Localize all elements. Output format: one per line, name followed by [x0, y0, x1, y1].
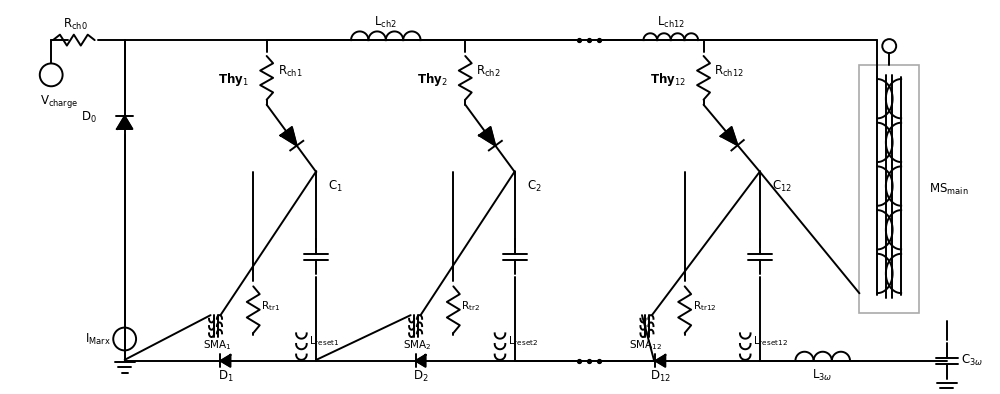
Text: D$_2$: D$_2$	[413, 369, 428, 384]
Text: SMA$_1$: SMA$_1$	[203, 338, 231, 352]
Text: R$_{\mathregular{ch12}}$: R$_{\mathregular{ch12}}$	[714, 64, 744, 79]
Text: L$_{3\omega}$: L$_{3\omega}$	[812, 368, 833, 383]
Bar	[859, 65, 919, 313]
Text: R$_{\mathregular{ch1}}$: R$_{\mathregular{ch1}}$	[278, 64, 302, 79]
Text: C$_{3\omega}$: C$_{3\omega}$	[961, 353, 983, 368]
Text: L$_{\mathregular{ch12}}$: L$_{\mathregular{ch12}}$	[657, 15, 685, 30]
Text: Thy$_{12}$: Thy$_{12}$	[650, 71, 686, 88]
Text: D$_0$: D$_0$	[81, 110, 97, 125]
Text: C$_{12}$: C$_{12}$	[772, 179, 792, 194]
Polygon shape	[655, 355, 665, 367]
Text: L$_{\mathregular{ch2}}$: L$_{\mathregular{ch2}}$	[374, 15, 397, 30]
Text: L$_{\mathregular{reset2}}$: L$_{\mathregular{reset2}}$	[508, 334, 538, 348]
Text: C$_1$: C$_1$	[328, 179, 343, 194]
Text: MS$_{\mathregular{main}}$: MS$_{\mathregular{main}}$	[929, 182, 969, 197]
Polygon shape	[416, 355, 426, 367]
Text: R$_{\mathregular{ch0}}$: R$_{\mathregular{ch0}}$	[63, 17, 87, 32]
Text: SMA$_2$: SMA$_2$	[403, 338, 431, 352]
Text: L$_{\mathregular{reset12}}$: L$_{\mathregular{reset12}}$	[753, 334, 788, 348]
Polygon shape	[220, 355, 230, 367]
Text: R$_{\mathregular{tr2}}$: R$_{\mathregular{tr2}}$	[461, 300, 480, 314]
Polygon shape	[721, 127, 738, 145]
Text: Thy$_2$: Thy$_2$	[417, 71, 447, 88]
Text: R$_{\mathregular{ch2}}$: R$_{\mathregular{ch2}}$	[476, 64, 501, 79]
Polygon shape	[479, 127, 495, 146]
Text: Thy$_1$: Thy$_1$	[218, 71, 249, 88]
Text: R$_{\mathregular{tr12}}$: R$_{\mathregular{tr12}}$	[693, 300, 716, 314]
Text: V$_{\mathregular{charge}}$: V$_{\mathregular{charge}}$	[40, 93, 78, 110]
Polygon shape	[117, 116, 132, 129]
Polygon shape	[280, 127, 297, 146]
Text: C$_2$: C$_2$	[527, 179, 542, 194]
Text: SMA$_{12}$: SMA$_{12}$	[629, 338, 662, 352]
Text: D$_{12}$: D$_{12}$	[650, 369, 671, 384]
Text: R$_{\mathregular{tr1}}$: R$_{\mathregular{tr1}}$	[261, 300, 280, 314]
Text: D$_1$: D$_1$	[218, 369, 233, 384]
Text: I$_{\mathregular{Marx}}$: I$_{\mathregular{Marx}}$	[85, 331, 111, 347]
Text: L$_{\mathregular{reset1}}$: L$_{\mathregular{reset1}}$	[309, 334, 340, 348]
